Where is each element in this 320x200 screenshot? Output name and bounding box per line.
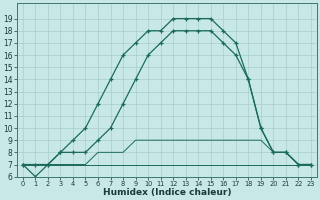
X-axis label: Humidex (Indice chaleur): Humidex (Indice chaleur): [103, 188, 231, 197]
